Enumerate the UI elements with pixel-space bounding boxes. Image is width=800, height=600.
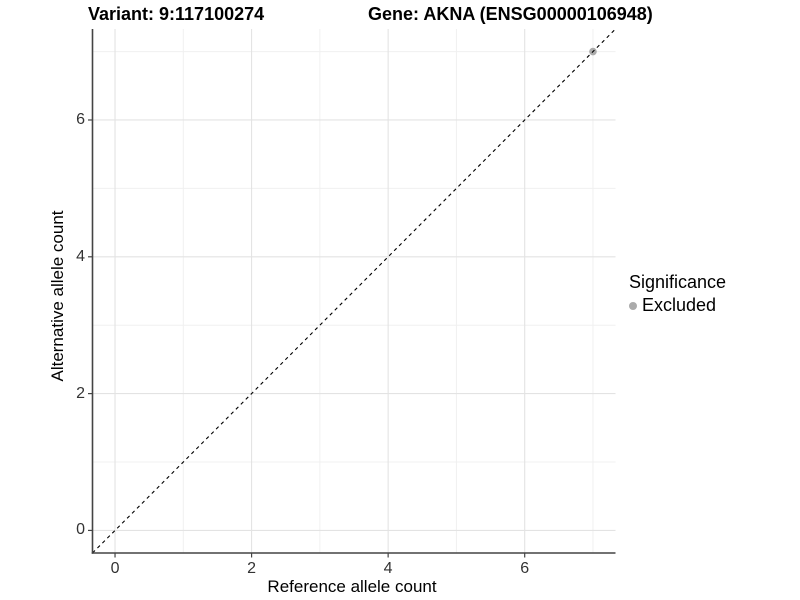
x-tick-label: 6	[520, 560, 530, 577]
x-tick-label: 2	[247, 560, 257, 577]
x-tick-label: 0	[110, 560, 120, 577]
y-tick-label: 6	[76, 110, 85, 128]
identity-reference-line	[92, 28, 616, 554]
y-tick-label: 0	[76, 521, 85, 539]
legend-title: Significance	[629, 272, 727, 292]
plot-title-variant: Variant: 9:117100274	[88, 4, 265, 24]
y-axis-title: Alternative allele count	[48, 210, 67, 382]
x-tick-label: 4	[383, 560, 393, 577]
x-axis-title: Reference allele count	[267, 577, 437, 596]
y-tick-label: 4	[76, 247, 85, 265]
y-tick-label: 2	[76, 384, 85, 402]
plot-title-gene: Gene: AKNA (ENSG00000106948)	[368, 4, 653, 24]
legend-point-icon	[629, 301, 637, 310]
legend-entry: Excluded	[629, 295, 726, 316]
legend-entry-label: Excluded	[642, 295, 717, 315]
legend: Significance Excluded	[629, 272, 726, 316]
